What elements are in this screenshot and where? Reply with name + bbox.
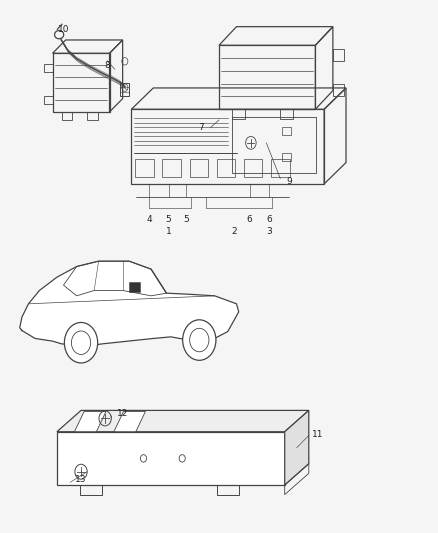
Text: 3: 3 [266,228,272,236]
Polygon shape [57,410,309,432]
Text: 11: 11 [312,430,323,439]
Text: 5: 5 [183,215,189,224]
Circle shape [64,322,98,363]
Text: 5: 5 [166,215,172,224]
Polygon shape [74,411,106,432]
Polygon shape [285,410,309,485]
Text: 1: 1 [166,228,172,236]
Text: 12: 12 [117,409,128,417]
Polygon shape [57,432,285,485]
Text: 4: 4 [146,215,152,224]
Text: 6: 6 [266,215,272,224]
Text: 6: 6 [247,215,253,224]
Text: 2: 2 [232,228,237,236]
Text: 9: 9 [286,177,292,185]
Polygon shape [114,411,145,432]
Polygon shape [20,261,239,346]
Text: 7: 7 [198,124,205,132]
Text: 8: 8 [104,61,110,69]
Circle shape [183,320,216,360]
Text: 13: 13 [75,475,87,484]
FancyBboxPatch shape [129,282,140,292]
Text: 10: 10 [58,25,69,34]
